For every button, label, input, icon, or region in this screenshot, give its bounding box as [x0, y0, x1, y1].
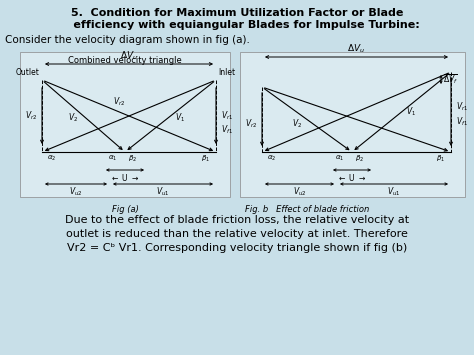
Text: $V_{r2}$: $V_{r2}$ — [113, 95, 125, 108]
Text: $V_{r2}$: $V_{r2}$ — [245, 118, 257, 130]
Text: Combined velocity triangle: Combined velocity triangle — [68, 56, 182, 65]
Text: $V_{u1}$: $V_{u1}$ — [387, 186, 401, 198]
Text: $\alpha_1$: $\alpha_1$ — [336, 154, 345, 163]
Text: $V_{u1}$: $V_{u1}$ — [156, 186, 170, 198]
Text: $\beta_2$: $\beta_2$ — [128, 154, 137, 164]
Text: Outlet: Outlet — [16, 68, 40, 77]
Text: Fig (a): Fig (a) — [111, 205, 138, 214]
Bar — [240, 52, 465, 197]
Text: $\beta_2$: $\beta_2$ — [356, 154, 365, 164]
Text: $V_{r2}$: $V_{r2}$ — [25, 110, 37, 122]
Text: efficiency with equiangular Blades for Impulse Turbine:: efficiency with equiangular Blades for I… — [54, 20, 420, 30]
Text: $V_{r1}$: $V_{r1}$ — [456, 101, 468, 113]
Text: $\beta_1$: $\beta_1$ — [201, 154, 210, 164]
Text: $\leftarrow$ U $\rightarrow$: $\leftarrow$ U $\rightarrow$ — [110, 172, 140, 183]
Text: $V_2$: $V_2$ — [68, 112, 78, 124]
Text: Due to the effect of blade friction loss, the relative velocity at: Due to the effect of blade friction loss… — [65, 215, 409, 225]
Text: $V_{f1}$: $V_{f1}$ — [456, 116, 468, 128]
Text: $V_{f1}$: $V_{f1}$ — [221, 124, 233, 136]
Text: $V_1$: $V_1$ — [175, 112, 185, 124]
Text: $\Delta V_u$: $\Delta V_u$ — [347, 43, 365, 55]
Text: 5.  Condition for Maximum Utilization Factor or Blade: 5. Condition for Maximum Utilization Fac… — [71, 8, 403, 18]
Text: Vr2 = Cᵇ Vr1. Corresponding velocity triangle shown if fig (b): Vr2 = Cᵇ Vr1. Corresponding velocity tri… — [67, 243, 407, 253]
Text: $\alpha_2$: $\alpha_2$ — [47, 154, 56, 163]
Text: $V_{u2}$: $V_{u2}$ — [69, 186, 83, 198]
Text: $V_1$: $V_1$ — [406, 106, 416, 118]
Text: $\leftarrow$ U $\rightarrow$: $\leftarrow$ U $\rightarrow$ — [337, 172, 366, 183]
Text: $\alpha_1$: $\alpha_1$ — [109, 154, 118, 163]
Text: Inlet: Inlet — [218, 68, 235, 77]
Bar — [20, 52, 230, 197]
Text: $\alpha_2$: $\alpha_2$ — [267, 154, 277, 163]
Text: $\Delta V_u$: $\Delta V_u$ — [120, 49, 138, 62]
Text: outlet is reduced than the relative velocity at inlet. Therefore: outlet is reduced than the relative velo… — [66, 229, 408, 239]
Text: $V_2$: $V_2$ — [292, 118, 302, 130]
Text: $V_{r1}$: $V_{r1}$ — [221, 110, 233, 122]
Text: $V_{u2}$: $V_{u2}$ — [293, 186, 306, 198]
Text: $\beta_1$: $\beta_1$ — [437, 154, 446, 164]
Text: $\overline{\Delta V_f}$: $\overline{\Delta V_f}$ — [443, 72, 458, 86]
Text: Consider the velocity diagram shown in fig (a).: Consider the velocity diagram shown in f… — [5, 35, 250, 45]
Text: Fig. b   Effect of blade friction: Fig. b Effect of blade friction — [245, 205, 369, 214]
